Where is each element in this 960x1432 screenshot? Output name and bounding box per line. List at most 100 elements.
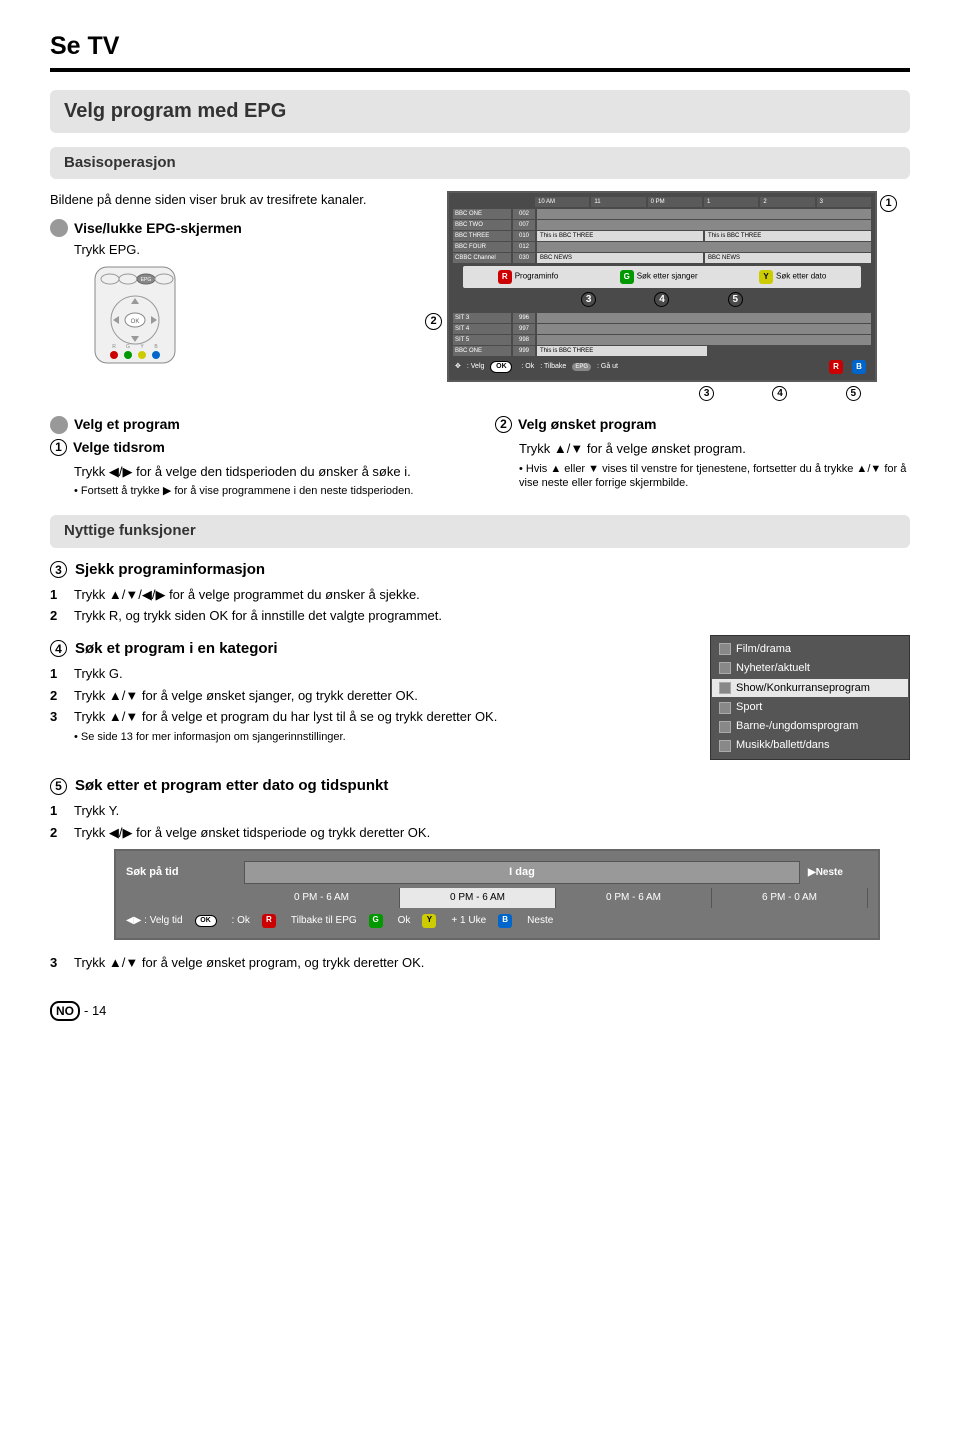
genre-item: Nyheter/aktuelt	[715, 659, 905, 678]
s5-title: Søk etter et program etter dato og tidsp…	[75, 776, 388, 796]
genre-menu: Film/dramaNyheter/aktueltShow/Konkurrans…	[710, 635, 910, 760]
svg-text:OK: OK	[131, 319, 140, 325]
epg-time: 2	[760, 197, 814, 207]
b-pill-icon: B	[852, 360, 866, 374]
time-slot: 6 PM - 0 AM	[712, 888, 868, 908]
ts-next: ▶Neste	[808, 866, 868, 880]
epg-channel-name: BBC THREE	[453, 231, 511, 241]
s3-title: Sjekk programinformasjon	[75, 560, 265, 580]
genre-icon	[719, 721, 731, 733]
bullet-dot-icon	[50, 219, 68, 237]
list-num: 3	[50, 708, 64, 726]
genre-icon	[719, 740, 731, 752]
s4-title: Søk et program i en kategori	[75, 639, 278, 659]
epg-channel-num: 010	[513, 231, 535, 241]
epg-channel-name: SIT 4	[453, 324, 511, 334]
genre-label: Musikk/ballett/dans	[736, 738, 830, 753]
ok-pill-icon: OK	[195, 915, 217, 927]
step1-title: Velge tidsrom	[73, 438, 165, 457]
genre-label: Film/drama	[736, 642, 791, 657]
epg-channel-row: SIT 5998	[453, 335, 871, 345]
epg-channel-num: 999	[513, 346, 535, 356]
foot-gaut: : Gå ut	[597, 362, 618, 371]
time-slot: 0 PM - 6 AM	[244, 888, 400, 908]
epg-channel-row: BBC ONE002	[453, 209, 871, 219]
marker-5: 5	[728, 292, 743, 307]
step1-body: Trykk ◀/▶ for å velge den tidsperioden d…	[74, 463, 465, 481]
foot-ok: : Ok	[521, 362, 534, 371]
epg-channel-num: 007	[513, 220, 535, 230]
intro-text: Bildene på denne siden viser bruk av tre…	[50, 191, 437, 209]
epg-channel-num: 002	[513, 209, 535, 219]
marker-2: 2	[425, 313, 442, 330]
genre-label: Sport	[736, 700, 762, 715]
epg-time: 1	[704, 197, 758, 207]
y-pill-icon: Y	[759, 270, 773, 284]
step-2-marker: 2	[495, 416, 512, 433]
s4-2: Trykk ▲/▼ for å velge ønsket sjanger, og…	[74, 687, 418, 705]
epg-button-bar: RPrograminfo GSøk etter sjanger YSøk ett…	[463, 266, 861, 288]
marker-1: 1	[880, 195, 897, 212]
epg-channel-num: 996	[513, 313, 535, 323]
foot-tilbake: : Tilbake	[540, 362, 566, 371]
epg-channel-name: SIT 3	[453, 313, 511, 323]
show-hide-step: Trykk EPG.	[74, 241, 437, 259]
epg-channel-num: 012	[513, 242, 535, 252]
genre-icon	[719, 682, 731, 694]
page-number: - 14	[84, 1002, 106, 1020]
list-num: 2	[50, 687, 64, 705]
list-num: 2	[50, 607, 64, 625]
btn-date: Søk etter dato	[776, 272, 826, 281]
list-num: 1	[50, 665, 64, 683]
genre-label: Barne-/ungdomsprogram	[736, 719, 858, 734]
marker-4: 4	[654, 292, 669, 307]
epg-time: 0 PM	[648, 197, 702, 207]
epg-prog: BBC NEWS	[705, 253, 871, 263]
r-pill-icon: R	[498, 270, 512, 284]
epg-prog: This is BBC THREE	[537, 346, 707, 356]
s4-3: Trykk ▲/▼ for å velge et program du har …	[74, 708, 497, 726]
step-5-marker: 5	[50, 778, 67, 795]
s4-note: Se side 13 for mer informasjon om sjange…	[74, 730, 690, 745]
time-slot: 0 PM - 6 AM	[400, 888, 556, 908]
nav-arrows-icon: ✥	[455, 362, 461, 371]
btn-programinfo: Programinfo	[515, 272, 559, 281]
foot-velg: : Velg	[467, 362, 485, 371]
epg-channel-row: CBBC Channel030BBC NEWSBBC NEWS	[453, 253, 871, 263]
epg-prog-empty	[537, 335, 871, 345]
s5-1: Trykk Y.	[74, 802, 119, 820]
r-pill-icon: R	[262, 914, 276, 928]
epg-channel-row: BBC TWO007	[453, 220, 871, 230]
marker-4b: 4	[772, 386, 787, 401]
marker-5b: 5	[846, 386, 861, 401]
epg-prog-empty	[537, 242, 871, 252]
show-hide-heading: Vise/lukke EPG-skjermen	[74, 219, 242, 238]
epg-channel-row: SIT 4997	[453, 324, 871, 334]
genre-item: Sport	[715, 698, 905, 717]
s5-2: Trykk ◀/▶ for å velge ønsket tidsperiode…	[74, 824, 430, 842]
step-3-marker: 3	[50, 561, 67, 578]
marker-3: 3	[581, 292, 596, 307]
epg-channel-name: BBC FOUR	[453, 242, 511, 252]
s3-1: Trykk ▲/▼/◀/▶ for å velge programmet du …	[74, 586, 420, 604]
ok-pill-icon: OK	[490, 361, 512, 373]
genre-icon	[719, 643, 731, 655]
epg-channel-name: BBC TWO	[453, 220, 511, 230]
list-num: 3	[50, 954, 64, 972]
step2-title: Velg ønsket program	[518, 415, 656, 434]
epg-time: 11	[591, 197, 645, 207]
svg-text:R: R	[112, 344, 116, 350]
ts-foot-b: Neste	[527, 914, 553, 928]
step2-note: Hvis ▲ eller ▼ vises til venstre for tje…	[519, 462, 910, 492]
step2-body: Trykk ▲/▼ for å velge ønsket program.	[519, 440, 910, 458]
r-pill-icon: R	[829, 360, 843, 374]
list-num: 2	[50, 824, 64, 842]
genre-item: Film/drama	[715, 640, 905, 659]
epg-channel-name: CBBC Channel	[453, 253, 511, 263]
bullet-dot-icon	[50, 416, 68, 434]
section-title: Velg program med EPG	[50, 90, 910, 133]
g-pill-icon: G	[369, 914, 383, 928]
list-num: 1	[50, 586, 64, 604]
step-4-marker: 4	[50, 640, 67, 657]
b-pill-icon: B	[498, 914, 512, 928]
